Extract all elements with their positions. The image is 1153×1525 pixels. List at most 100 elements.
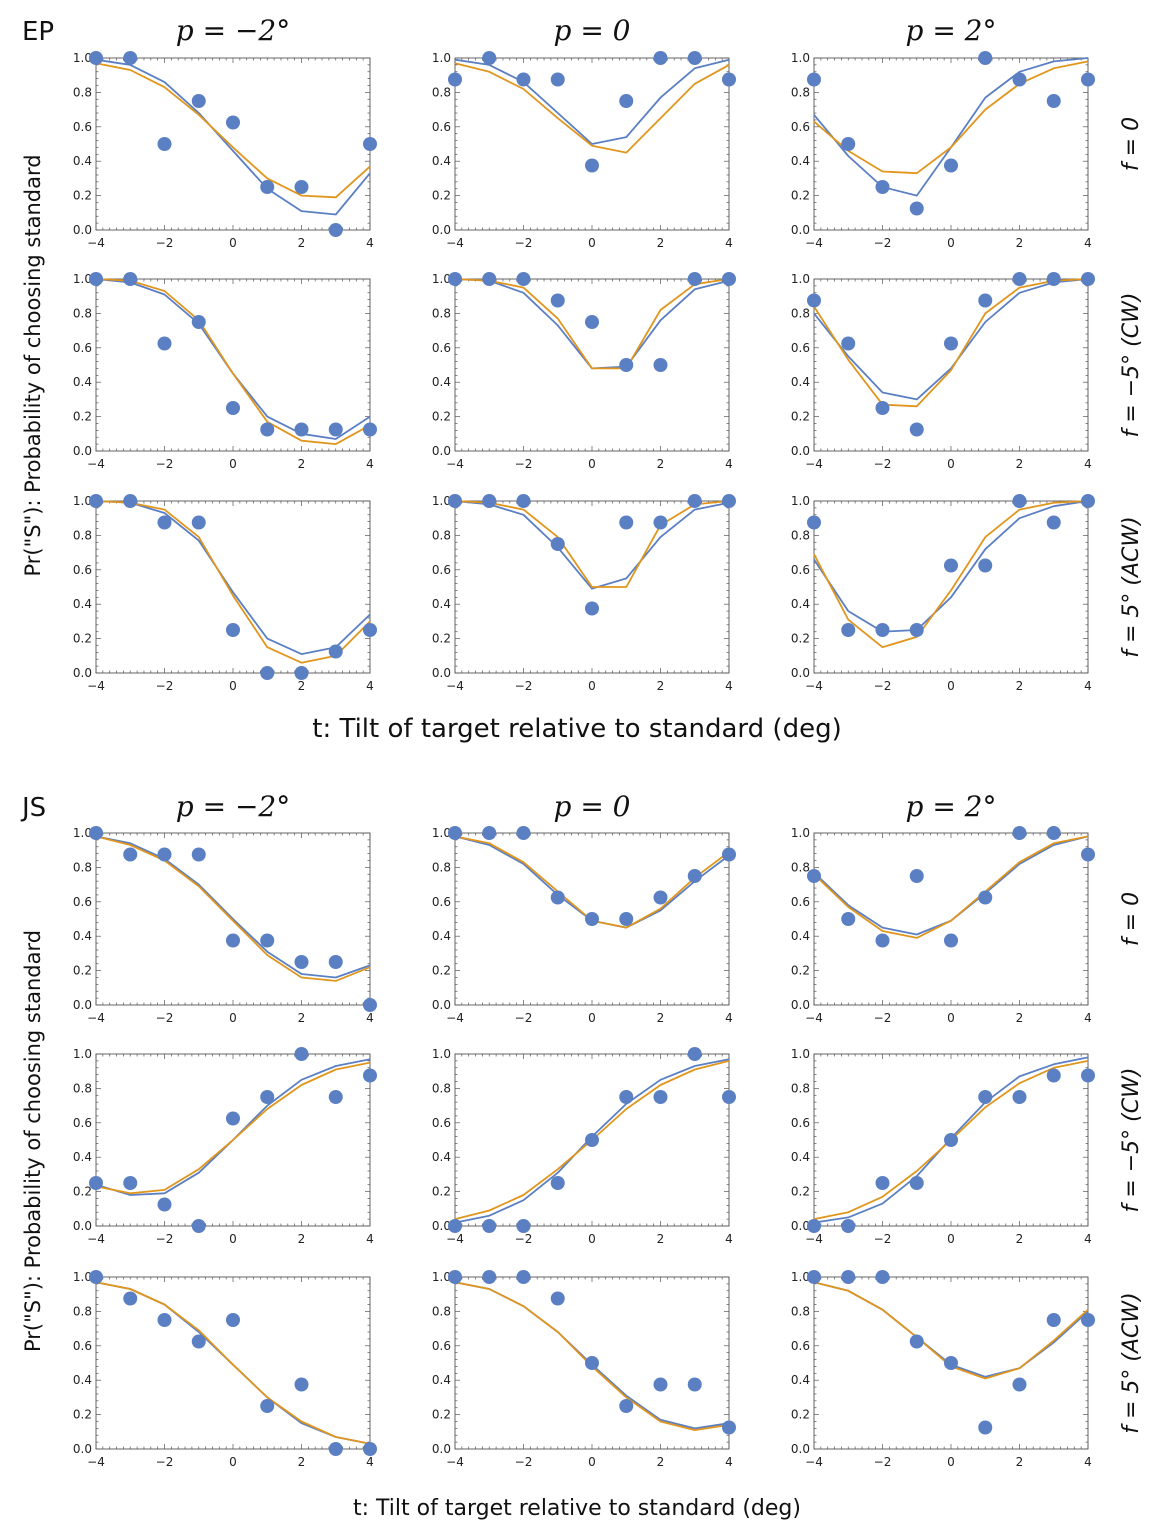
data-point: [294, 180, 309, 194]
data-point: [841, 336, 856, 351]
observer-label: JS: [20, 793, 46, 823]
data-point: [516, 1219, 531, 1233]
y-tick-label: 1.0: [791, 494, 810, 508]
y-tick-label: 0.6: [73, 895, 92, 909]
x-tick-label: 0: [588, 679, 596, 693]
y-tick-label: 0.2: [432, 1185, 451, 1199]
x-tick-label: −2: [156, 457, 174, 471]
fit-line-orange: [454, 500, 730, 588]
data-point: [722, 72, 736, 87]
y-tick-label: 0.0: [73, 1219, 92, 1233]
y-tick-label: 1.0: [432, 1047, 451, 1061]
x-tick-label: 2: [298, 1455, 306, 1469]
data-point: [687, 494, 702, 508]
data-point: [363, 1442, 377, 1456]
x-tick-label: 2: [1016, 236, 1024, 250]
x-tick-label: 4: [1084, 1232, 1092, 1246]
data-point: [1081, 72, 1095, 87]
y-tick-label: 0.0: [432, 223, 451, 237]
data-point: [909, 1176, 924, 1190]
data-point: [944, 1133, 958, 1147]
data-point: [328, 223, 343, 237]
data-point: [585, 1356, 599, 1370]
data-point: [448, 72, 462, 87]
x-tick-label: 4: [366, 457, 374, 471]
panel-EP-r1c0: −4 −2 0 2 4 0.0 0.2 0.4 0.6 0.8 1.0: [73, 272, 377, 471]
data-point: [260, 933, 275, 948]
y-tick-label: 0.2: [73, 1185, 92, 1199]
x-tick-label: −4: [87, 1232, 105, 1246]
y-tick-label: 0.0: [432, 444, 451, 458]
row-label: f = 0: [1119, 117, 1144, 171]
data-point: [89, 272, 103, 286]
y-tick-label: 0.4: [432, 929, 451, 943]
y-tick-label: 0.4: [791, 597, 810, 611]
data-point: [687, 1377, 702, 1392]
data-point: [89, 1270, 103, 1284]
data-point: [1012, 1090, 1027, 1104]
y-tick-label: 1.0: [432, 51, 451, 65]
data-point: [328, 422, 343, 437]
data-point: [722, 847, 736, 862]
y-tick-label: 0.0: [432, 1442, 451, 1456]
data-point: [909, 201, 924, 216]
x-tick-label: 2: [298, 236, 306, 250]
data-point: [550, 293, 565, 308]
data-point: [482, 1219, 497, 1233]
data-point: [226, 401, 240, 415]
data-point: [516, 272, 531, 286]
plot-frame: [95, 57, 371, 231]
data-point: [191, 1219, 206, 1233]
data-point: [157, 137, 172, 151]
data-point: [978, 1420, 993, 1435]
data-point: [123, 1291, 138, 1306]
y-tick-label: 0.4: [791, 1373, 810, 1387]
row-label: f = 5° (ACW): [1119, 1292, 1144, 1434]
x-tick-label: 4: [366, 1011, 374, 1025]
data-point: [1046, 515, 1061, 530]
x-tick-label: −4: [87, 1011, 105, 1025]
fit-line-blue: [95, 835, 371, 979]
panel-JS-r0c0: −4 −2 0 2 4 0.0 0.2 0.4 0.6 0.8 1.0: [73, 826, 377, 1025]
column-title: p = 0: [554, 14, 631, 47]
data-point: [653, 515, 668, 530]
y-tick-label: 0.0: [432, 1219, 451, 1233]
y-tick-label: 1.0: [73, 826, 92, 840]
data-point: [550, 890, 565, 905]
data-point: [550, 72, 565, 87]
y-tick-label: 0.8: [73, 860, 92, 874]
x-tick-label: −4: [446, 679, 464, 693]
fit-line-blue: [813, 278, 1089, 401]
x-tick-label: −2: [156, 1232, 174, 1246]
data-point: [226, 623, 240, 637]
data-point: [722, 1420, 736, 1435]
data-point: [909, 422, 924, 437]
y-tick-label: 0.0: [791, 1442, 810, 1456]
data-point: [875, 180, 890, 194]
data-point: [260, 422, 275, 437]
x-tick-label: −2: [515, 1232, 533, 1246]
y-tick-label: 0.4: [791, 154, 810, 168]
y-tick-label: 0.4: [73, 929, 92, 943]
data-point: [722, 1090, 736, 1104]
x-tick-label: 2: [1016, 1232, 1024, 1246]
data-point: [294, 666, 309, 680]
y-tick-label: 0.2: [791, 410, 810, 424]
fit-line-orange: [95, 500, 371, 664]
x-tick-label: 2: [1016, 1455, 1024, 1469]
x-tick-label: 4: [366, 1455, 374, 1469]
y-tick-label: 1.0: [791, 826, 810, 840]
y-tick-label: 0.6: [73, 563, 92, 577]
data-point: [841, 1219, 856, 1233]
x-tick-label: 4: [725, 679, 733, 693]
fit-line-orange: [95, 278, 371, 445]
x-tick-label: −2: [874, 1455, 892, 1469]
y-tick-label: 0.2: [432, 964, 451, 978]
y-tick-label: 0.0: [73, 223, 92, 237]
x-tick-label: −2: [156, 1011, 174, 1025]
y-tick-label: 1.0: [791, 51, 810, 65]
x-tick-label: 0: [229, 1011, 237, 1025]
y-tick-label: 0.4: [432, 154, 451, 168]
y-tick-label: 0.4: [432, 597, 451, 611]
